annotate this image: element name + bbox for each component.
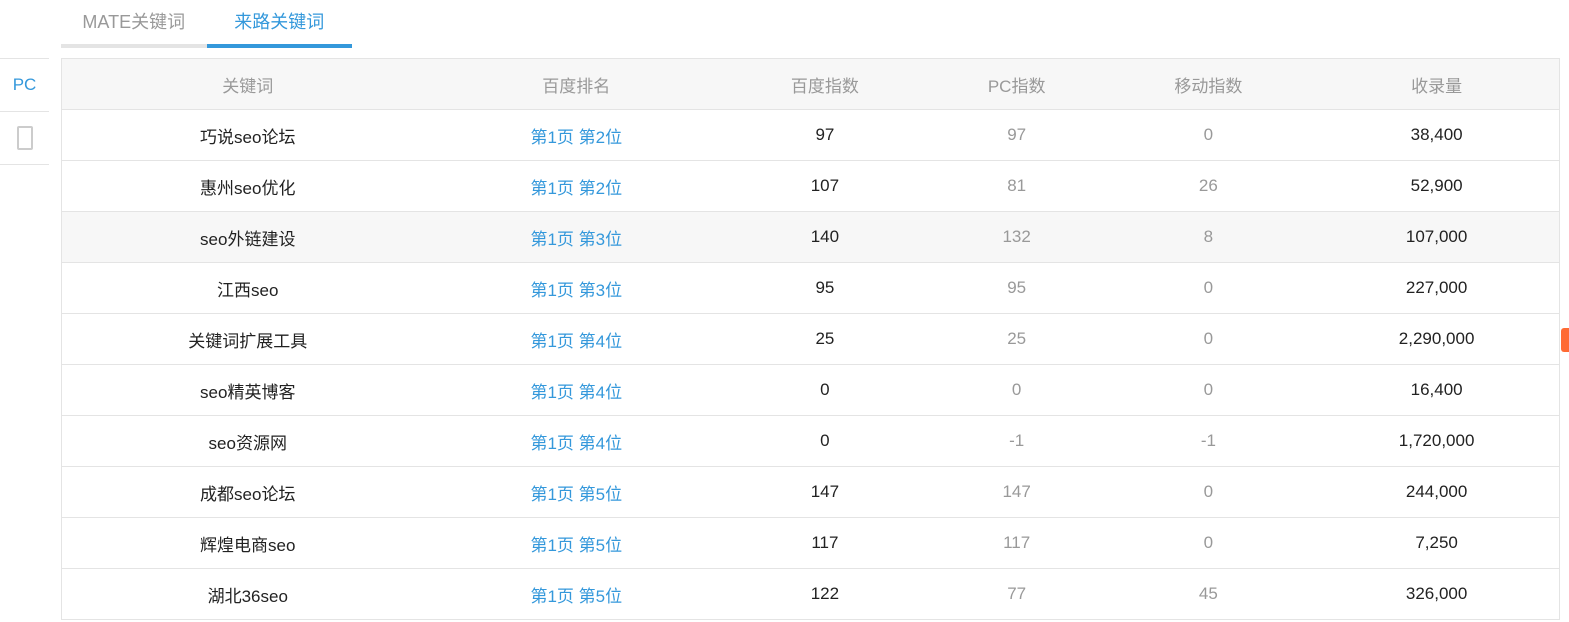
- cell-pc-index: 97: [930, 109, 1103, 161]
- cell-mobile-index: 0: [1102, 313, 1315, 365]
- cell-baidu-rank[interactable]: 第1页 第3位: [433, 211, 720, 263]
- cell-keyword: 湖北36seo: [61, 568, 434, 620]
- cell-pc-index: 132: [930, 211, 1103, 263]
- cell-baidu-index: 97: [719, 109, 931, 161]
- floating-feedback-tab[interactable]: [1561, 328, 1569, 352]
- table-row: seo精英博客 第1页 第4位 0 0 0 16,400: [61, 364, 1560, 416]
- cell-mobile-index: -1: [1102, 415, 1315, 467]
- column-header-indexed-count: 收录量: [1314, 58, 1560, 110]
- table-row: 辉煌电商seo 第1页 第5位 117 117 0 7,250: [61, 517, 1560, 569]
- column-header-pc-index: PC指数: [930, 58, 1103, 110]
- cell-baidu-index: 122: [719, 568, 931, 620]
- cell-keyword: 巧说seo论坛: [61, 109, 434, 161]
- cell-baidu-rank[interactable]: 第1页 第5位: [433, 517, 720, 569]
- cell-indexed-count: 326,000: [1314, 568, 1560, 620]
- table-row: 湖北36seo 第1页 第5位 122 77 45 326,000: [61, 568, 1560, 620]
- cell-indexed-count: 2,290,000: [1314, 313, 1560, 365]
- cell-baidu-rank[interactable]: 第1页 第2位: [433, 160, 720, 212]
- cell-keyword: 惠州seo优化: [61, 160, 434, 212]
- cell-baidu-index: 117: [719, 517, 931, 569]
- cell-pc-index: 0: [930, 364, 1103, 416]
- cell-baidu-index: 0: [719, 415, 931, 467]
- cell-mobile-index: 45: [1102, 568, 1315, 620]
- device-switcher: PC: [0, 58, 49, 165]
- cell-indexed-count: 1,720,000: [1314, 415, 1560, 467]
- cell-indexed-count: 244,000: [1314, 466, 1560, 518]
- cell-pc-index: 95: [930, 262, 1103, 314]
- cell-mobile-index: 0: [1102, 466, 1315, 518]
- cell-mobile-index: 0: [1102, 364, 1315, 416]
- cell-baidu-index: 140: [719, 211, 931, 263]
- cell-pc-index: 81: [930, 160, 1103, 212]
- cell-pc-index: 25: [930, 313, 1103, 365]
- device-tab-mobile[interactable]: [0, 111, 49, 165]
- cell-keyword: 成都seo论坛: [61, 466, 434, 518]
- cell-keyword: seo资源网: [61, 415, 434, 467]
- cell-baidu-rank[interactable]: 第1页 第4位: [433, 364, 720, 416]
- device-tab-pc[interactable]: PC: [0, 58, 49, 111]
- cell-baidu-index: 107: [719, 160, 931, 212]
- cell-mobile-index: 0: [1102, 262, 1315, 314]
- table-row: seo外链建设 第1页 第3位 140 132 8 107,000: [61, 211, 1560, 263]
- cell-baidu-rank[interactable]: 第1页 第2位: [433, 109, 720, 161]
- cell-baidu-rank[interactable]: 第1页 第3位: [433, 262, 720, 314]
- cell-pc-index: -1: [930, 415, 1103, 467]
- cell-baidu-rank[interactable]: 第1页 第5位: [433, 466, 720, 518]
- cell-keyword: seo外链建设: [61, 211, 434, 263]
- column-header-baidu-rank: 百度排名: [433, 58, 720, 110]
- cell-baidu-index: 25: [719, 313, 931, 365]
- tab-mate-keywords[interactable]: MATE关键词: [82, 12, 186, 32]
- table-row: 关键词扩展工具 第1页 第4位 25 25 0 2,290,000: [61, 313, 1560, 365]
- cell-mobile-index: 8: [1102, 211, 1315, 263]
- cell-baidu-index: 95: [719, 262, 931, 314]
- cell-mobile-index: 0: [1102, 517, 1315, 569]
- cell-keyword: 辉煌电商seo: [61, 517, 434, 569]
- column-header-mobile-index: 移动指数: [1102, 58, 1315, 110]
- cell-indexed-count: 52,900: [1314, 160, 1560, 212]
- cell-keyword: 关键词扩展工具: [61, 313, 434, 365]
- cell-baidu-index: 147: [719, 466, 931, 518]
- keyword-table: 关键词 百度排名 百度指数 PC指数 移动指数 收录量 巧说seo论坛 第1页 第2位 97 9…: [61, 58, 1560, 620]
- table-row: 巧说seo论坛 第1页 第2位 97 97 0 38,400: [61, 109, 1560, 161]
- table-row: 惠州seo优化 第1页 第2位 107 81 26 52,900: [61, 160, 1560, 212]
- cell-indexed-count: 107,000: [1314, 211, 1560, 263]
- keyword-tabs: MATE关键词 来路关键词: [61, 0, 352, 48]
- column-header-keyword: 关键词: [61, 58, 434, 110]
- cell-baidu-rank[interactable]: 第1页 第5位: [433, 568, 720, 620]
- table-row: 江西seo 第1页 第3位 95 95 0 227,000: [61, 262, 1560, 314]
- cell-baidu-rank[interactable]: 第1页 第4位: [433, 415, 720, 467]
- cell-pc-index: 77: [930, 568, 1103, 620]
- cell-indexed-count: 16,400: [1314, 364, 1560, 416]
- cell-pc-index: 147: [930, 466, 1103, 518]
- column-header-baidu-index: 百度指数: [719, 58, 931, 110]
- cell-mobile-index: 26: [1102, 160, 1315, 212]
- cell-keyword: 江西seo: [61, 262, 434, 314]
- mobile-phone-icon: [16, 126, 33, 150]
- cell-baidu-index: 0: [719, 364, 931, 416]
- tab-referral-keywords[interactable]: 来路关键词: [206, 0, 353, 48]
- cell-pc-index: 117: [930, 517, 1103, 569]
- cell-mobile-index: 0: [1102, 109, 1315, 161]
- table-row: seo资源网 第1页 第4位 0 -1 -1 1,720,000: [61, 415, 1560, 467]
- cell-baidu-rank[interactable]: 第1页 第4位: [433, 313, 720, 365]
- cell-keyword: seo精英博客: [61, 364, 434, 416]
- cell-indexed-count: 38,400: [1314, 109, 1560, 161]
- cell-indexed-count: 227,000: [1314, 262, 1560, 314]
- table-row: 成都seo论坛 第1页 第5位 147 147 0 244,000: [61, 466, 1560, 518]
- cell-indexed-count: 7,250: [1314, 517, 1560, 569]
